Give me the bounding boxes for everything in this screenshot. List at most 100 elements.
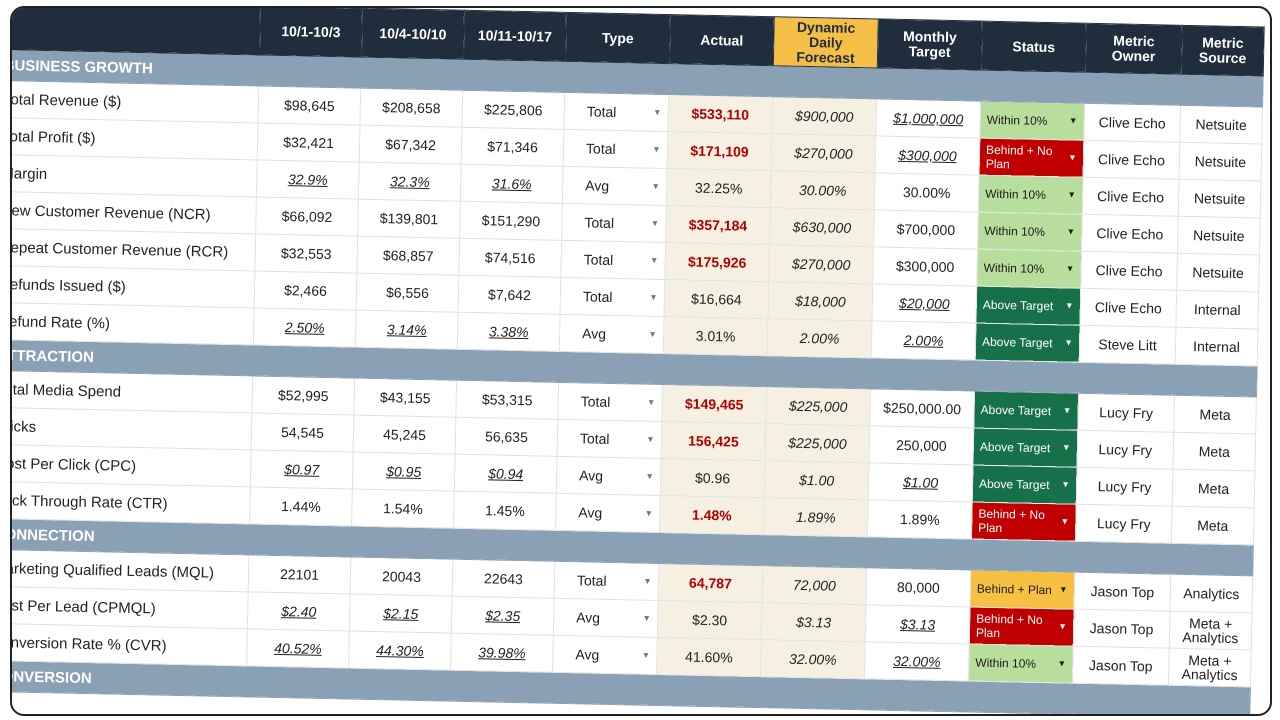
forecast-value: 2.00% [767, 318, 872, 358]
week-value: $68,857 [356, 236, 460, 276]
target-text: $1.00 [902, 474, 939, 491]
week-value: $0.95 [352, 452, 456, 492]
status-dropdown[interactable]: Above Target [975, 286, 1081, 326]
week-value-text: 3.38% [488, 323, 529, 341]
type-dropdown[interactable]: Total [560, 240, 666, 280]
target-text: 30.00% [902, 183, 951, 201]
actual-value: $0.96 [660, 458, 766, 498]
status-dropdown[interactable]: Within 10% [979, 101, 1085, 141]
status-dropdown[interactable]: Within 10% [976, 249, 1082, 289]
week-value: 3.14% [355, 310, 459, 350]
header-cell [12, 8, 261, 55]
forecast-value: $1.00 [764, 460, 869, 500]
status-dropdown[interactable]: Within 10% [977, 212, 1083, 252]
kpi-table: 10/1-10/3 10/4-10/10 10/11-10/17 Type Actual… [12, 8, 1265, 714]
week-value: $139,801 [357, 199, 461, 239]
week-value: 32.3% [358, 162, 462, 202]
week-value-text: 40.52% [274, 639, 322, 657]
week-value: $7,642 [458, 275, 561, 315]
week-value: 3.38% [457, 312, 561, 352]
header-cell: Dynamic Daily Forecast [773, 16, 879, 68]
header-cell: Actual [669, 14, 775, 66]
target-text: $250,000.00 [883, 399, 962, 418]
actual-value: $171,109 [667, 131, 772, 171]
metric-source: Netsuite [1176, 253, 1260, 292]
status-dropdown[interactable]: Behind + No Plan [979, 138, 1084, 178]
metric-name: Repeat Customer Revenue (RCR) [12, 228, 256, 271]
status-dropdown[interactable]: Above Target [975, 323, 1080, 363]
week-value-text: 2.50% [284, 319, 325, 336]
type-dropdown[interactable]: Total [561, 203, 667, 243]
week-value-text: 22643 [483, 570, 524, 588]
week-value-text: $225,806 [483, 101, 543, 119]
status-dropdown[interactable]: Above Target [972, 465, 1077, 505]
status-dropdown[interactable]: Behind + No Plan [971, 502, 1077, 542]
window: 10/1-10/3 10/4-10/10 10/11-10/17 Type Actual… [10, 6, 1272, 716]
target-value: $250,000.00 [869, 388, 975, 429]
week-value: 39.98% [450, 633, 554, 673]
metric-name: Refund Rate (%) [12, 302, 255, 345]
target-text: 80,000 [896, 578, 940, 596]
week-value: 54,545 [251, 412, 354, 453]
status-dropdown[interactable]: Above Target [972, 428, 1078, 468]
type-dropdown[interactable]: Avg [562, 166, 668, 206]
metric-name: Refunds Issued ($) [12, 265, 255, 308]
week-value-text: $0.94 [487, 465, 524, 483]
metric-owner: Clive Echo [1083, 103, 1181, 143]
type-dropdown[interactable]: Total [563, 129, 668, 169]
status-dropdown[interactable]: Behind + Plan [970, 569, 1075, 610]
week-value: $225,806 [461, 90, 565, 130]
week-value: 45,245 [353, 415, 456, 455]
week-value: 1.44% [249, 486, 353, 527]
week-value-text: 54,545 [280, 424, 325, 441]
type-dropdown[interactable]: Total [563, 92, 669, 132]
header-cell: 10/1-10/3 [259, 8, 363, 58]
metric-owner: Clive Echo [1081, 214, 1179, 254]
type-dropdown[interactable]: Avg [552, 635, 658, 675]
actual-value: 64,787 [658, 563, 763, 603]
type-dropdown[interactable]: Total [557, 419, 662, 459]
metric-name: Cost Per Click (CPC) [12, 444, 252, 487]
status-dropdown[interactable]: Within 10% [978, 175, 1084, 215]
metric-source: Netsuite [1177, 216, 1261, 255]
forecast-value: $270,000 [771, 133, 876, 173]
type-dropdown[interactable]: Avg [559, 314, 665, 354]
metric-owner: Jason Top [1073, 572, 1171, 612]
target-text: $3.13 [899, 616, 936, 633]
metric-name: Marketing Qualified Leads (MQL) [12, 549, 249, 592]
week-value: $53,315 [455, 380, 559, 420]
week-value-text: $2.15 [383, 605, 419, 622]
type-dropdown[interactable]: Total [557, 382, 663, 422]
metric-name: Click Through Rate (CTR) [12, 481, 251, 524]
metric-name: Total Revenue ($) [12, 80, 259, 123]
week-value-text: $98,645 [283, 97, 335, 115]
type-dropdown[interactable]: Avg [556, 456, 662, 496]
week-value-text: $0.97 [284, 461, 320, 478]
week-value-text: 45,245 [382, 426, 427, 444]
status-dropdown[interactable]: Behind + No Plan [969, 606, 1074, 647]
metric-owner: Lucy Fry [1076, 467, 1173, 507]
forecast-value: $18,000 [767, 281, 873, 321]
metric-source: Netsuite [1179, 105, 1263, 144]
metric-source: Analytics [1169, 574, 1253, 613]
type-dropdown[interactable]: Avg [553, 598, 659, 638]
week-value-text: $52,995 [277, 386, 329, 405]
forecast-value: $3.13 [761, 602, 867, 642]
status-dropdown[interactable]: Above Target [973, 391, 1079, 431]
metric-source: Meta + Analytics [1168, 648, 1252, 687]
type-dropdown[interactable]: Total [554, 561, 659, 601]
metric-owner: Jason Top [1073, 609, 1170, 649]
metric-owner: Lucy Fry [1075, 504, 1173, 544]
week-value: $67,342 [359, 125, 462, 165]
type-dropdown[interactable]: Total [560, 277, 665, 317]
header-cell: Metric Owner [1085, 23, 1183, 75]
week-value: 1.45% [453, 491, 557, 531]
week-value-text: $2,466 [283, 282, 328, 299]
week-value-text: 31.6% [491, 175, 532, 193]
week-value-text: $2.35 [485, 607, 521, 625]
type-dropdown[interactable]: Avg [555, 493, 661, 533]
week-value-text: 32.3% [389, 173, 430, 191]
forecast-value: 1.89% [763, 497, 869, 537]
target-text: 1.89% [899, 511, 940, 528]
status-dropdown[interactable]: Within 10% [968, 643, 1074, 684]
